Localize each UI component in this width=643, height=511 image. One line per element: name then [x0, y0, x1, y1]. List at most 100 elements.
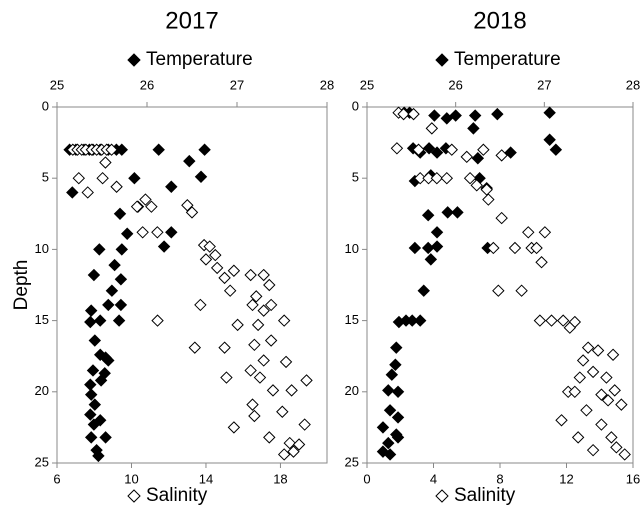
point [407, 107, 420, 121]
point [209, 248, 222, 262]
point [257, 354, 270, 367]
y-tick-label: 25 [35, 454, 49, 469]
point [522, 226, 535, 239]
point [152, 143, 165, 156]
point [383, 448, 397, 461]
point [492, 284, 505, 297]
point [383, 404, 397, 417]
point [86, 364, 100, 377]
point [471, 152, 485, 165]
point [88, 398, 102, 411]
x-tick-label: 16 [626, 471, 640, 486]
point [244, 268, 257, 282]
point [218, 271, 231, 285]
point [463, 171, 477, 185]
point [287, 445, 300, 458]
point [586, 365, 600, 379]
point [84, 378, 97, 391]
chart-title: 2018 [473, 7, 526, 34]
point [87, 418, 101, 431]
point [198, 143, 211, 156]
plot-frame [56, 106, 328, 464]
point [250, 290, 263, 303]
point [218, 341, 231, 354]
point [391, 411, 405, 424]
x-tick-label: 10 [124, 471, 138, 486]
y-tick-label: 5 [352, 170, 359, 185]
point [586, 443, 600, 457]
point [573, 371, 587, 384]
x-tick-label: 18 [273, 471, 287, 486]
x-tick-label: 6 [53, 471, 60, 486]
point [487, 241, 500, 255]
y-axis-label: Depth [11, 260, 32, 311]
point [113, 207, 127, 221]
point [81, 186, 94, 199]
x2-tick-label: 27 [230, 77, 244, 92]
point [413, 171, 427, 185]
point [88, 334, 102, 347]
x2-tick-label: 28 [320, 77, 334, 92]
point [165, 226, 178, 239]
chart-title: 2017 [165, 7, 218, 34]
point [563, 321, 577, 334]
point [430, 226, 444, 239]
x-tick-label: 4 [430, 471, 437, 486]
y-tick-label: 10 [345, 241, 359, 256]
point [257, 304, 270, 317]
point [105, 284, 119, 297]
x-tick-label: 0 [363, 471, 370, 486]
legend-label: Temperature [454, 49, 561, 70]
point [425, 122, 439, 135]
point [601, 394, 615, 407]
point [581, 341, 595, 354]
point [93, 314, 107, 327]
point [292, 438, 306, 451]
point [277, 314, 291, 327]
point [223, 284, 237, 297]
point [112, 314, 126, 327]
point [495, 211, 508, 225]
point [538, 226, 552, 239]
point [389, 358, 402, 371]
point [66, 186, 79, 199]
x2-tick-label: 27 [537, 77, 551, 92]
x-tick-label: 14 [199, 471, 213, 486]
point [84, 304, 98, 317]
point [440, 171, 454, 185]
point [595, 418, 608, 431]
point [480, 183, 493, 196]
point [615, 398, 628, 411]
y-tick-label: 25 [345, 454, 359, 469]
point [422, 142, 436, 155]
point [136, 226, 149, 239]
point [84, 388, 98, 401]
point [92, 449, 105, 463]
point [151, 226, 164, 239]
point [114, 273, 128, 286]
point [385, 368, 399, 381]
point [430, 171, 444, 185]
point [263, 431, 276, 444]
point [430, 240, 444, 253]
x-tick-label: 8 [496, 471, 503, 486]
point [412, 143, 425, 156]
y-tick-label: 20 [345, 383, 359, 398]
point [130, 200, 144, 213]
legend-marker [435, 53, 449, 67]
point [298, 418, 311, 431]
point [580, 404, 593, 417]
point [185, 206, 199, 219]
point [199, 253, 213, 266]
point [430, 146, 444, 159]
point [392, 315, 406, 329]
point [576, 354, 590, 367]
point [595, 388, 608, 401]
point [482, 193, 495, 206]
point [277, 448, 291, 461]
point [441, 206, 454, 219]
point [72, 171, 85, 185]
point [246, 398, 259, 411]
point [203, 240, 216, 253]
